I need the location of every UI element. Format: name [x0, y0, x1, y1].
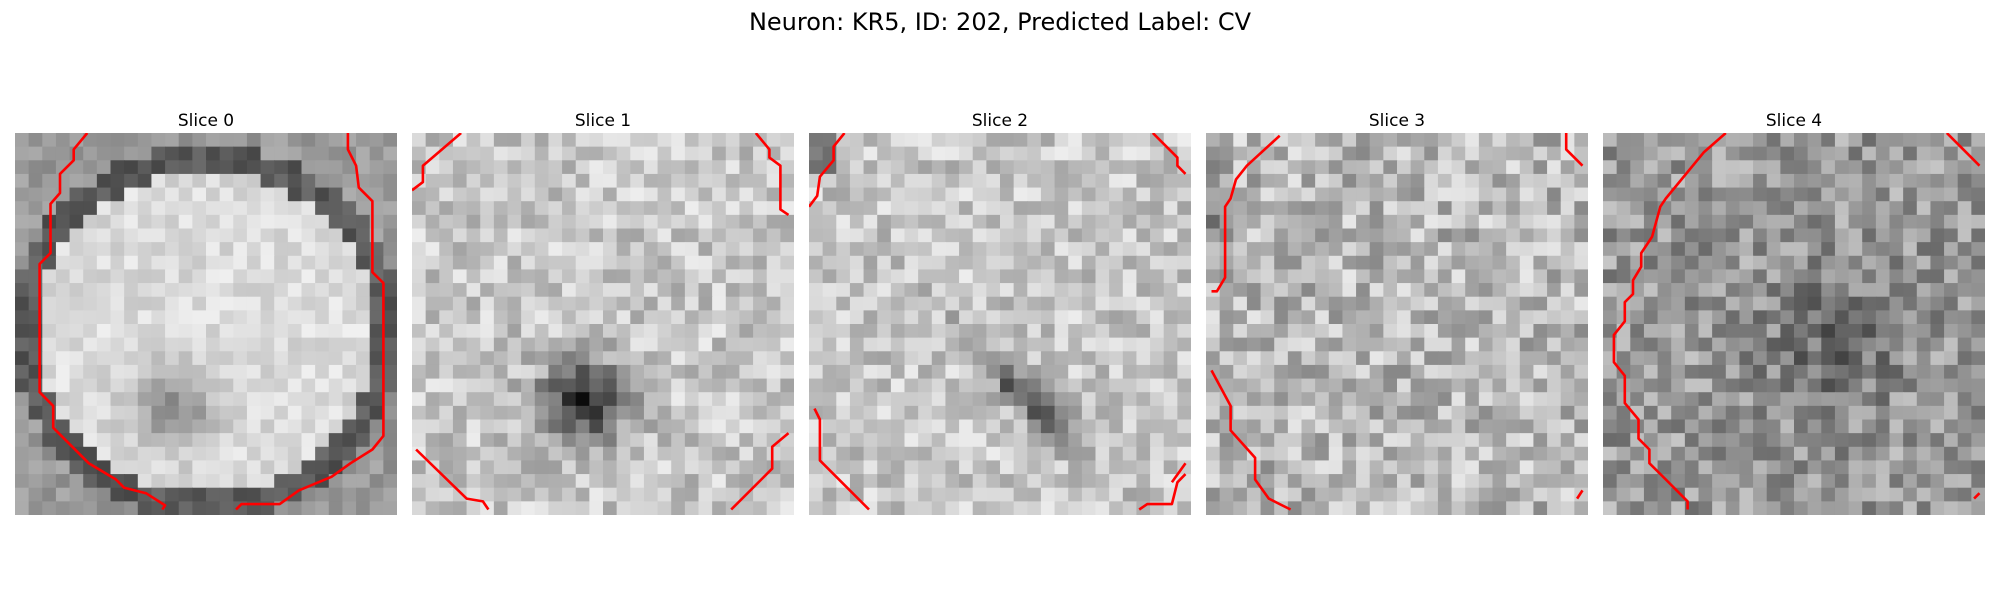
contour-line: [730, 432, 790, 511]
slice-panel-2: Slice 2: [809, 109, 1191, 515]
contour-line: [754, 133, 790, 216]
contour-line: [809, 133, 846, 208]
contour-line: [813, 408, 870, 511]
contour-line: [1138, 473, 1187, 511]
slice-title: Slice 1: [574, 111, 632, 131]
contour-line: [1945, 133, 1981, 167]
slice-title: Slice 4: [1765, 111, 1823, 131]
figure-title: Neuron: KR5, ID: 202, Predicted Label: C…: [748, 8, 1252, 36]
contour-line: [1612, 133, 1727, 510]
contour-line: [235, 133, 385, 511]
contour-line: [38, 133, 167, 511]
contour-line: [1210, 369, 1292, 511]
slice-image: [1603, 133, 1985, 515]
slice-image: [412, 133, 794, 515]
slice-panel-0: Slice 0: [15, 109, 397, 515]
slice-title: Slice 2: [971, 111, 1029, 131]
contour-line: [1564, 133, 1584, 167]
slice-image: [1206, 133, 1588, 515]
slice-image: [809, 133, 1191, 515]
contour-line: [415, 448, 490, 511]
slice-panel-4: Slice 4: [1603, 109, 1985, 515]
contour-line: [1576, 489, 1584, 500]
contour-line: [1973, 492, 1981, 500]
slice-title: Slice 3: [1368, 111, 1426, 131]
slice-image: [15, 133, 397, 515]
contour-line: [1170, 462, 1187, 484]
contour-line: [1211, 134, 1281, 293]
slice-panel-3: Slice 3: [1206, 109, 1588, 515]
contour-line: [412, 133, 462, 192]
slice-title: Slice 0: [177, 111, 235, 131]
slice-panel-1: Slice 1: [412, 109, 794, 515]
contour-line: [1151, 133, 1187, 175]
